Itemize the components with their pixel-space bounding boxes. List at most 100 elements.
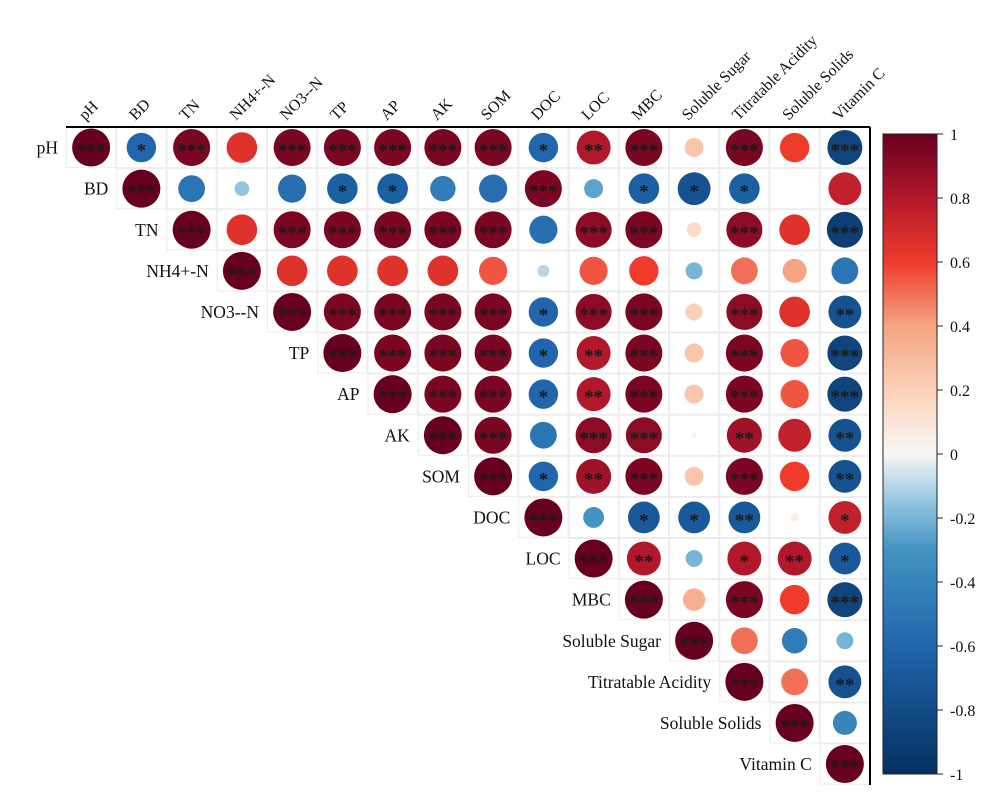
- significance-stars: ***: [429, 305, 458, 326]
- correlation-circle: [727, 541, 762, 576]
- colorbar-tick-label: -0.8: [950, 703, 975, 720]
- correlation-circle: [678, 501, 711, 534]
- significance-stars: ***: [529, 510, 558, 531]
- row-label: AP: [337, 384, 360, 404]
- correlation-circle: [323, 293, 361, 331]
- correlation-circle: [781, 628, 808, 654]
- grid-cell: [367, 250, 418, 292]
- correlation-circle: [828, 665, 862, 699]
- grid-cell: [669, 291, 720, 333]
- significance-stars: **: [584, 141, 603, 162]
- significance-stars: ***: [479, 223, 508, 244]
- significance-stars: *: [639, 510, 649, 531]
- correlation-circle: [726, 211, 763, 248]
- grid-cell: [417, 168, 468, 210]
- colorbar-gradient: [882, 133, 938, 775]
- row-label: NO3--N: [201, 302, 260, 322]
- significance-stars: ***: [479, 428, 508, 449]
- correlation-circle: [528, 297, 559, 327]
- significance-stars: ***: [429, 346, 458, 367]
- column-label: MBC: [629, 87, 666, 124]
- correlation-circle: [626, 541, 661, 576]
- correlation-circle: [178, 175, 206, 203]
- significance-stars: ***: [579, 223, 608, 244]
- column-label: LOC: [578, 89, 613, 124]
- correlation-circle: [528, 379, 559, 409]
- grid-cell: [518, 250, 569, 292]
- grid-cell: [769, 538, 820, 580]
- correlation-circle: [827, 130, 863, 166]
- row-label: Vitamin C: [739, 754, 811, 774]
- correlation-circle: [576, 377, 611, 412]
- grid-cell: [669, 373, 720, 415]
- correlation-circle: [576, 336, 611, 371]
- grid-cell: [367, 291, 418, 333]
- grid-cell: [719, 209, 770, 251]
- grid-cell: [317, 332, 368, 374]
- grid-cell: [669, 414, 720, 456]
- correlation-circle: [424, 129, 462, 167]
- correlation-circle: [323, 211, 361, 249]
- grid-cell: [669, 579, 720, 621]
- correlation-circle: [173, 129, 211, 167]
- correlation-circle: [584, 179, 604, 199]
- correlation-circle: [629, 256, 659, 286]
- correlation-circle: [790, 513, 799, 522]
- grid-cell: [769, 496, 820, 538]
- correlation-circle: [524, 498, 563, 537]
- correlation-circle: [728, 501, 761, 534]
- significance-stars: ***: [730, 141, 759, 162]
- significance-stars: ***: [328, 346, 357, 367]
- significance-stars: ***: [378, 305, 407, 326]
- grid-cell: [618, 209, 669, 251]
- grid-cell: [669, 455, 720, 497]
- grid-cell: [468, 209, 519, 251]
- correlation-circle: [682, 588, 706, 611]
- significance-stars: ***: [831, 141, 860, 162]
- grid-cell: [568, 168, 619, 210]
- significance-stars: ***: [730, 469, 759, 490]
- correlation-circle: [726, 417, 762, 453]
- significance-stars: ***: [630, 593, 659, 614]
- correlation-circle: [424, 375, 462, 413]
- column-label: NH4+-N: [227, 71, 280, 124]
- significance-stars: ***: [429, 223, 458, 244]
- significance-stars: *: [388, 182, 398, 203]
- significance-stars: **: [584, 346, 603, 367]
- correlation-circle: [377, 255, 408, 287]
- grid-cell: [669, 168, 720, 210]
- significance-stars: ***: [579, 552, 608, 573]
- correlation-circle: [828, 418, 862, 452]
- correlation-circle: [327, 255, 358, 287]
- significance-stars: *: [539, 141, 549, 162]
- correlation-circle: [782, 258, 807, 283]
- significance-stars: ***: [630, 141, 659, 162]
- correlation-circle: [474, 129, 512, 167]
- correlation-circle: [625, 293, 663, 331]
- correlation-circle: [779, 584, 810, 615]
- grid-cell: [719, 373, 770, 415]
- correlation-circle: [729, 173, 760, 204]
- correlation-circle: [827, 582, 863, 618]
- significance-stars: ***: [479, 387, 508, 408]
- significance-stars: *: [689, 182, 699, 203]
- significance-stars: *: [840, 552, 850, 573]
- correlation-circle: [627, 501, 660, 534]
- correlation-circle: [684, 343, 704, 363]
- correlation-circle: [583, 507, 605, 528]
- significance-stars: ***: [630, 387, 659, 408]
- correlation-circle: [323, 334, 362, 373]
- correlation-circle: [831, 257, 859, 285]
- grid-cell: [216, 250, 267, 292]
- column-label: AK: [428, 95, 457, 124]
- grid-cell: [769, 579, 820, 621]
- grid-cell: [518, 332, 569, 374]
- correlation-circle: [575, 211, 612, 248]
- significance-stars: ***: [831, 346, 860, 367]
- grid-cell: [669, 538, 720, 580]
- significance-stars: ***: [730, 675, 759, 696]
- grid-cell: [769, 414, 820, 456]
- correlation-circle: [828, 172, 862, 206]
- grid-cell: [769, 702, 820, 744]
- grid-cell: [417, 250, 468, 292]
